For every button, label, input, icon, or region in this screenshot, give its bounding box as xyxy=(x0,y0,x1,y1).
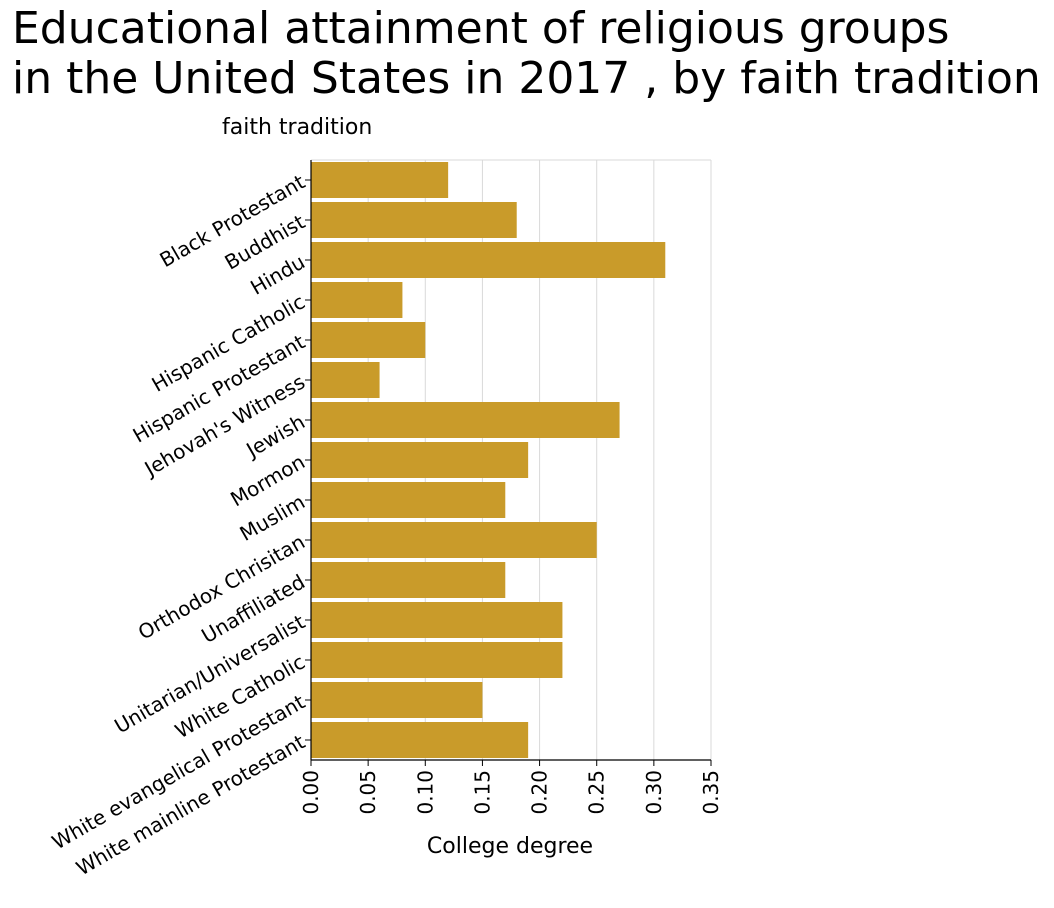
x-tick-label: 0.00 xyxy=(299,770,323,815)
bar xyxy=(311,282,403,318)
chart-title-line-1: Educational attainment of religious grou… xyxy=(12,3,950,54)
x-tick-label: 0.35 xyxy=(699,770,723,815)
bar xyxy=(311,602,563,638)
axes xyxy=(305,160,712,766)
bar xyxy=(311,442,529,478)
bar xyxy=(311,402,620,438)
bar xyxy=(311,522,597,558)
x-tick-label: 0.10 xyxy=(413,770,437,815)
chart-title-line-2: in the United States in 2017 , by faith … xyxy=(12,53,1041,104)
x-tick-label: 0.05 xyxy=(356,770,380,815)
bar xyxy=(311,722,529,758)
bar xyxy=(311,362,380,398)
bar xyxy=(311,562,506,598)
bar xyxy=(311,482,506,518)
x-tick-label: 0.20 xyxy=(528,770,552,815)
bar xyxy=(311,682,483,718)
bar xyxy=(311,162,449,198)
bar xyxy=(311,322,426,358)
chart-title: Educational attainment of religious grou… xyxy=(12,4,1052,104)
bar xyxy=(311,642,563,678)
y-axis-label: faith tradition xyxy=(222,115,372,140)
x-tick-label: 0.30 xyxy=(642,770,666,815)
bars xyxy=(311,162,666,758)
x-tick-label: 0.15 xyxy=(470,770,494,815)
x-tick-label: 0.25 xyxy=(585,770,609,815)
x-axis-label: College degree xyxy=(427,834,593,859)
bar xyxy=(311,242,666,278)
bar xyxy=(311,202,517,238)
